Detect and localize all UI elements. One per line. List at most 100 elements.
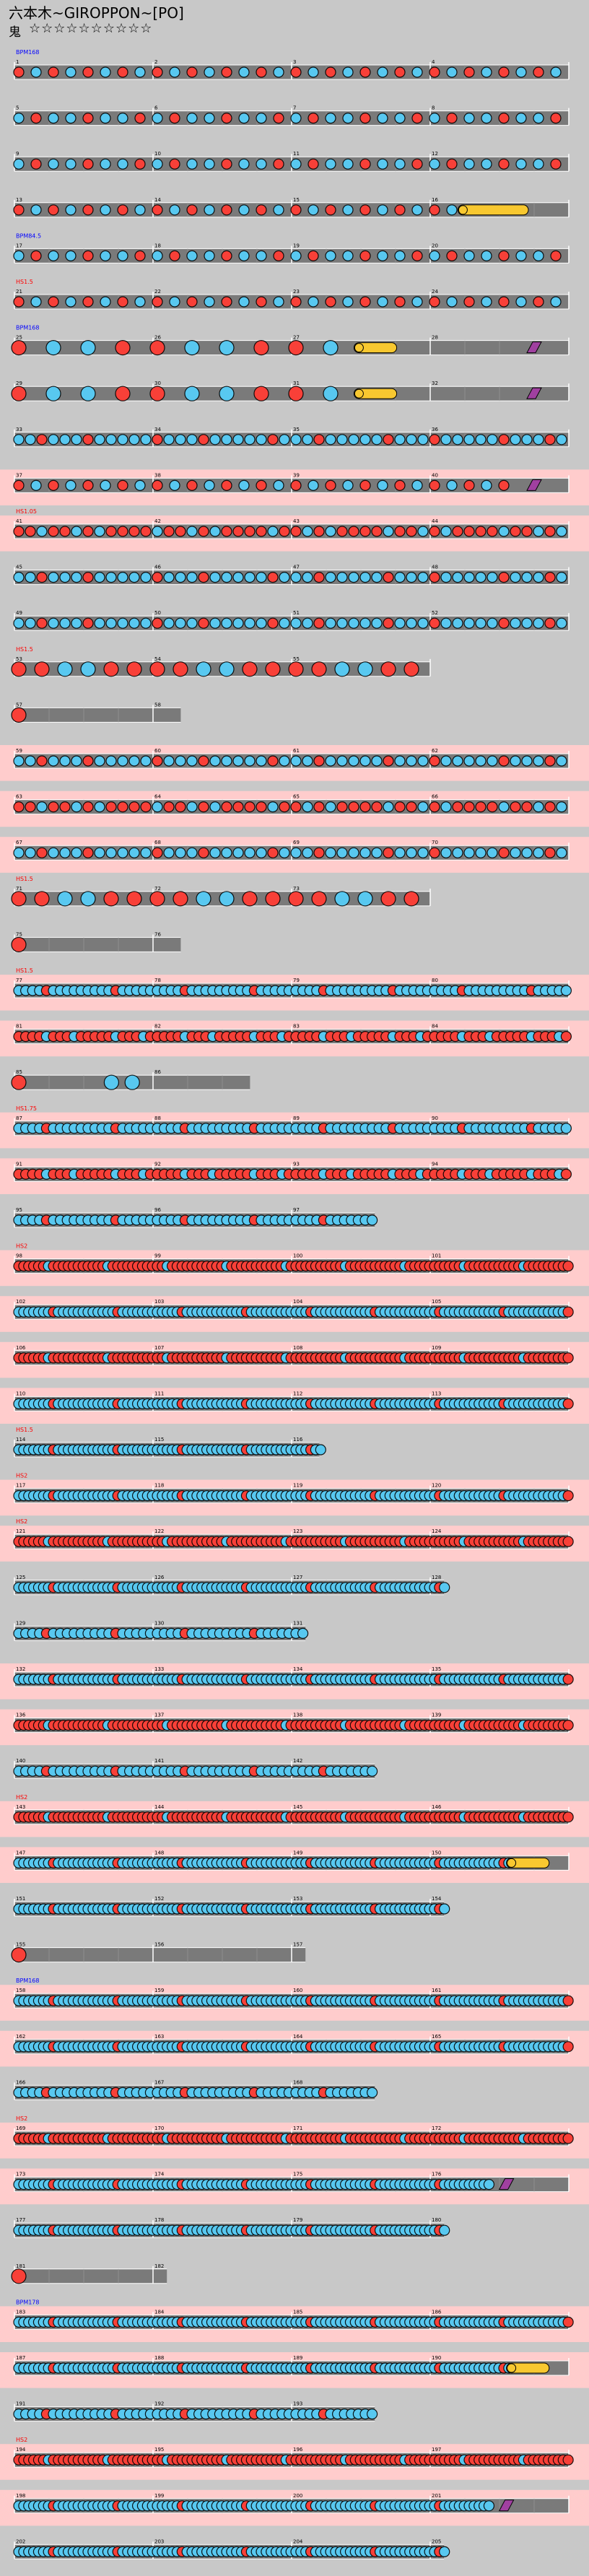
ka-note bbox=[325, 617, 336, 629]
measure-number: 147 bbox=[16, 1850, 25, 1855]
don-note bbox=[521, 801, 533, 813]
measure-number: 168 bbox=[293, 2079, 302, 2085]
measure-number: 164 bbox=[293, 2034, 303, 2040]
don-note bbox=[149, 386, 165, 401]
ka-note bbox=[267, 526, 279, 537]
measure-number: 13 bbox=[16, 197, 22, 203]
ka-note bbox=[475, 434, 487, 445]
ka-note bbox=[30, 66, 42, 78]
measure-number: 176 bbox=[432, 2172, 442, 2177]
ka-note bbox=[336, 571, 348, 583]
ka-note bbox=[446, 66, 458, 78]
measure-number: 90 bbox=[432, 1115, 438, 1121]
measure-number: 38 bbox=[154, 472, 161, 478]
song-title: 六本木~GIROPPON~[PO] bbox=[9, 4, 184, 22]
ka-note bbox=[238, 479, 250, 492]
ka-note bbox=[232, 617, 244, 629]
measure-number: 26 bbox=[154, 335, 161, 341]
don-note bbox=[383, 755, 394, 767]
don-note bbox=[242, 661, 258, 677]
ka-note bbox=[48, 113, 59, 124]
ka-note bbox=[406, 847, 417, 858]
chart-row: HS2 169 170 171 172 bbox=[0, 2115, 589, 2159]
ka-note bbox=[117, 158, 128, 170]
ka-note bbox=[209, 617, 221, 629]
measure-number: 2 bbox=[154, 59, 157, 65]
measure-number: 67 bbox=[16, 840, 22, 845]
ka-note bbox=[510, 434, 521, 445]
ka-note bbox=[533, 801, 544, 813]
don-note bbox=[11, 2268, 27, 2284]
measure-number: 57 bbox=[16, 702, 22, 708]
tempo-label: BPM168 bbox=[16, 1977, 39, 1984]
don-note bbox=[152, 479, 163, 492]
measure-number: 9 bbox=[16, 151, 19, 157]
ka-note bbox=[94, 571, 105, 583]
don-note bbox=[288, 891, 304, 907]
don-note bbox=[429, 571, 440, 583]
ka-note bbox=[325, 250, 336, 261]
measure-number: 69 bbox=[293, 840, 300, 845]
measure-number: 36 bbox=[432, 427, 438, 432]
don-note bbox=[140, 801, 152, 813]
measure-number: 150 bbox=[432, 1850, 441, 1855]
ka-note bbox=[169, 66, 180, 78]
ka-note bbox=[521, 847, 533, 858]
ka-note bbox=[336, 617, 348, 629]
ka-note bbox=[325, 847, 336, 858]
tempo-label: HS2 bbox=[16, 1473, 27, 1479]
ka-note bbox=[94, 526, 105, 537]
ka-note bbox=[475, 755, 487, 767]
don-note bbox=[152, 66, 163, 78]
measure-number: 72 bbox=[154, 886, 161, 892]
measure-number: 98 bbox=[16, 1253, 22, 1259]
don-note bbox=[267, 617, 279, 629]
don-note bbox=[562, 1811, 574, 1823]
ka-note bbox=[325, 113, 336, 124]
ka-note bbox=[175, 847, 186, 858]
don-note bbox=[11, 936, 27, 953]
measure-number: 34 bbox=[154, 427, 161, 432]
don-note bbox=[117, 801, 128, 813]
ka-note bbox=[128, 434, 140, 445]
don-note bbox=[11, 1947, 27, 1963]
ka-note bbox=[105, 434, 117, 445]
measure-number: 165 bbox=[432, 2034, 441, 2040]
don-note bbox=[498, 617, 510, 629]
ka-note bbox=[371, 434, 383, 445]
ka-note bbox=[267, 801, 279, 813]
measure-number: 148 bbox=[154, 1850, 164, 1855]
measure-number: 68 bbox=[154, 840, 161, 845]
don-note bbox=[307, 158, 319, 170]
ka-note bbox=[219, 891, 235, 907]
don-note bbox=[403, 891, 419, 907]
measure-number: 43 bbox=[293, 518, 300, 524]
ka-note bbox=[59, 434, 71, 445]
don-note bbox=[498, 755, 510, 767]
ka-note bbox=[163, 617, 175, 629]
ka-note bbox=[366, 2087, 378, 2098]
don-note bbox=[221, 158, 232, 170]
don-note bbox=[313, 847, 325, 858]
chart-row: 136 137 138 139 bbox=[0, 1709, 589, 1746]
chart-row: BPM84.5 17 18 19 20 bbox=[13, 232, 570, 264]
ka-note bbox=[163, 847, 175, 858]
chart-row: 81 82 83 84 bbox=[0, 1020, 589, 1057]
measure-number: 187 bbox=[16, 2355, 25, 2361]
ka-note bbox=[394, 571, 406, 583]
ka-note bbox=[36, 526, 48, 537]
measure-number: 109 bbox=[432, 1345, 441, 1351]
measure-number: 39 bbox=[293, 472, 300, 478]
ka-note bbox=[65, 113, 77, 124]
ka-note bbox=[429, 250, 440, 261]
ka-note bbox=[463, 250, 475, 261]
don-note bbox=[429, 296, 440, 308]
measure-number: 42 bbox=[154, 518, 161, 524]
measure-number: 112 bbox=[293, 1391, 302, 1396]
don-note bbox=[498, 250, 510, 261]
don-note bbox=[562, 1674, 574, 1685]
don-note bbox=[48, 296, 59, 308]
don-note bbox=[498, 847, 510, 858]
don-note bbox=[25, 801, 36, 813]
